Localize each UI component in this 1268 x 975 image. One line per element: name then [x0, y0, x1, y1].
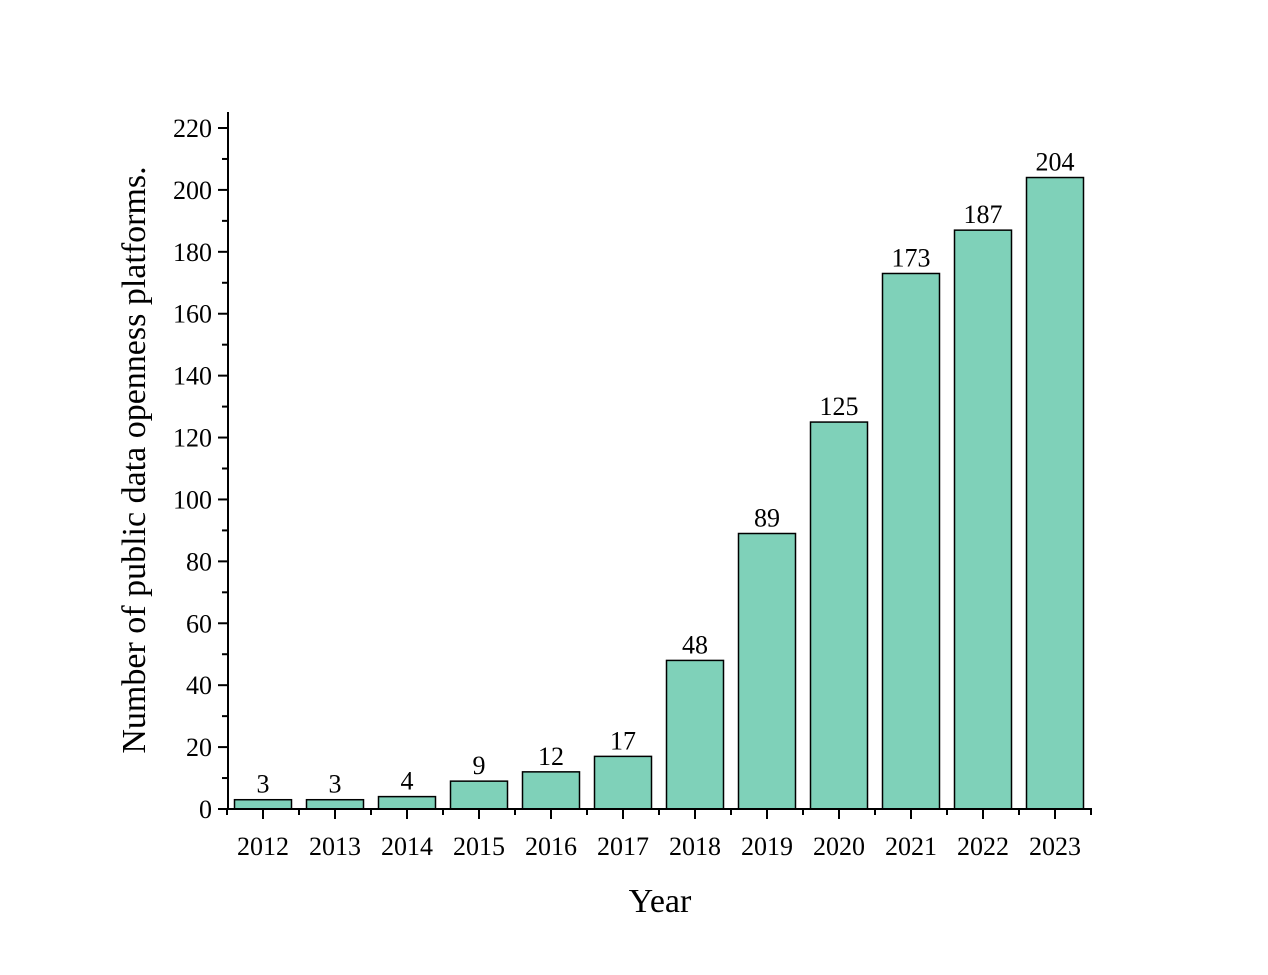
data-label-2021: 173 — [892, 243, 931, 272]
bar-2022 — [953, 229, 1013, 810]
bar-2013 — [305, 798, 365, 810]
y-tick-label: 40 — [186, 671, 212, 700]
x-tick-label-2014: 2014 — [381, 832, 433, 861]
data-label-2013: 3 — [329, 770, 342, 799]
data-label-2018: 48 — [682, 630, 708, 659]
y-tick-label: 100 — [173, 485, 212, 514]
y-tick-label: 220 — [173, 114, 212, 143]
y-tick-label: 20 — [186, 733, 212, 762]
y-tick-label: 60 — [186, 609, 212, 638]
data-label-2014: 4 — [401, 767, 414, 796]
y-tick-label: 80 — [186, 547, 212, 576]
x-tick-label-2012: 2012 — [237, 832, 289, 861]
y-axis-title: Number of public data openness platforms… — [116, 166, 153, 753]
bars-layer — [233, 176, 1085, 810]
bar-2021 — [881, 272, 941, 810]
x-tick-label-2015: 2015 — [453, 832, 505, 861]
y-tick-label: 160 — [173, 300, 212, 329]
data-label-2017: 17 — [610, 726, 636, 755]
x-tick-label-2016: 2016 — [525, 832, 577, 861]
bar-2017 — [593, 755, 653, 810]
data-labels-layer: 3 3 4 9 12 17 48 89 125 173 187 204 — [257, 148, 1075, 799]
x-ticks-layer: 2012 2013 2014 2015 2016 2017 2018 2019 2020 2021… — [226, 809, 1092, 861]
y-tick-label: 200 — [173, 176, 212, 205]
y-tick-label: 0 — [199, 795, 212, 824]
x-tick-label-2020: 2020 — [813, 832, 865, 861]
bar-2020 — [809, 421, 869, 810]
bar-2019 — [737, 532, 797, 810]
data-label-2012: 3 — [257, 770, 270, 799]
x-tick-label-2021: 2021 — [885, 832, 937, 861]
x-tick-label-2019: 2019 — [741, 832, 793, 861]
x-tick-label-2017: 2017 — [597, 832, 649, 861]
data-label-2015: 9 — [473, 751, 486, 780]
data-label-2023: 204 — [1036, 148, 1075, 177]
data-label-2019: 89 — [754, 504, 780, 533]
x-tick-label-2018: 2018 — [669, 832, 721, 861]
bar-2018 — [665, 659, 725, 810]
y-tick-label: 140 — [173, 362, 212, 391]
y-tick-label: 120 — [173, 424, 212, 453]
bar-2012 — [233, 798, 293, 810]
x-tick-label-2023: 2023 — [1029, 832, 1081, 861]
bar-2014 — [377, 795, 437, 810]
y-tick-label: 180 — [173, 238, 212, 267]
bar-2023 — [1025, 176, 1085, 810]
x-tick-label-2022: 2022 — [957, 832, 1009, 861]
y-ticks-layer: 0 20 40 60 80 100 120 140 160 180 200 220 — [173, 114, 228, 824]
x-axis-title: Year — [629, 883, 692, 920]
x-tick-label-2013: 2013 — [309, 832, 361, 861]
data-label-2022: 187 — [964, 200, 1003, 229]
data-label-2016: 12 — [538, 742, 564, 771]
bar-2015 — [449, 780, 509, 810]
data-label-2020: 125 — [820, 392, 859, 421]
bar-2016 — [521, 771, 581, 810]
